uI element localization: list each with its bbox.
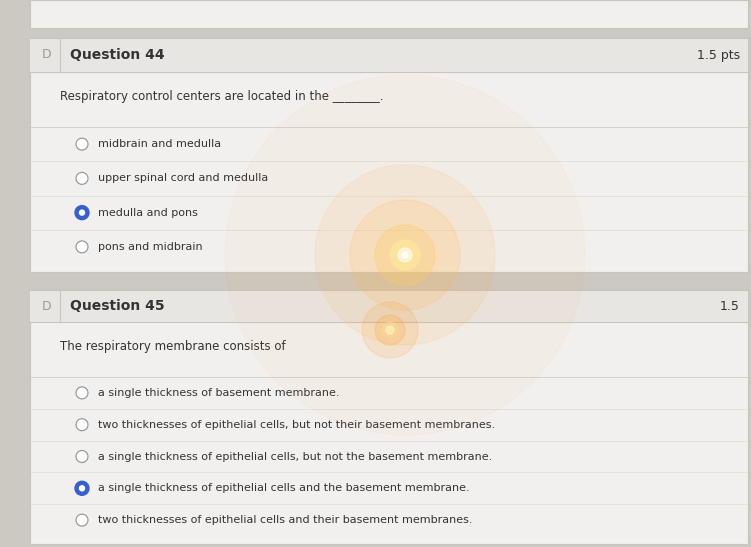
- Circle shape: [76, 451, 88, 463]
- Text: Question 44: Question 44: [70, 48, 164, 62]
- Text: 1.5 pts: 1.5 pts: [697, 49, 740, 61]
- Text: D: D: [42, 49, 52, 61]
- Circle shape: [76, 241, 88, 253]
- Circle shape: [76, 387, 88, 399]
- Circle shape: [386, 326, 394, 334]
- Text: medulla and pons: medulla and pons: [98, 208, 198, 218]
- Bar: [30, 38, 748, 72]
- Text: two thicknesses of epithelial cells, but not their basement membranes.: two thicknesses of epithelial cells, but…: [98, 420, 495, 430]
- Text: Respiratory control centers are located in the ________.: Respiratory control centers are located …: [60, 90, 384, 103]
- Text: Question 45: Question 45: [70, 299, 164, 313]
- Text: a single thickness of basement membrane.: a single thickness of basement membrane.: [98, 388, 339, 398]
- Bar: [30, 38, 748, 272]
- Circle shape: [362, 302, 418, 358]
- Text: pons and midbrain: pons and midbrain: [98, 242, 203, 252]
- Circle shape: [375, 315, 405, 345]
- Circle shape: [80, 210, 85, 215]
- Text: 1.5: 1.5: [720, 300, 740, 312]
- Circle shape: [80, 486, 85, 491]
- Circle shape: [75, 481, 89, 495]
- Bar: [30, 290, 748, 322]
- Text: a single thickness of epithelial cells and the basement membrane.: a single thickness of epithelial cells a…: [98, 484, 469, 493]
- Circle shape: [76, 138, 88, 150]
- Text: upper spinal cord and medulla: upper spinal cord and medulla: [98, 173, 268, 183]
- Text: The respiratory membrane consists of: The respiratory membrane consists of: [60, 340, 285, 353]
- Circle shape: [76, 418, 88, 430]
- Circle shape: [402, 252, 408, 258]
- Text: midbrain and medulla: midbrain and medulla: [98, 139, 221, 149]
- Circle shape: [76, 172, 88, 184]
- Circle shape: [375, 225, 435, 285]
- Circle shape: [382, 322, 398, 338]
- Circle shape: [390, 240, 420, 270]
- Text: D: D: [42, 300, 52, 312]
- Circle shape: [315, 165, 495, 345]
- Circle shape: [76, 514, 88, 526]
- Text: a single thickness of epithelial cells, but not the basement membrane.: a single thickness of epithelial cells, …: [98, 451, 492, 462]
- Circle shape: [398, 248, 412, 262]
- Circle shape: [350, 200, 460, 310]
- Bar: [30, 290, 748, 544]
- Circle shape: [75, 206, 89, 220]
- Bar: [30, 0, 748, 28]
- Text: two thicknesses of epithelial cells and their basement membranes.: two thicknesses of epithelial cells and …: [98, 515, 472, 525]
